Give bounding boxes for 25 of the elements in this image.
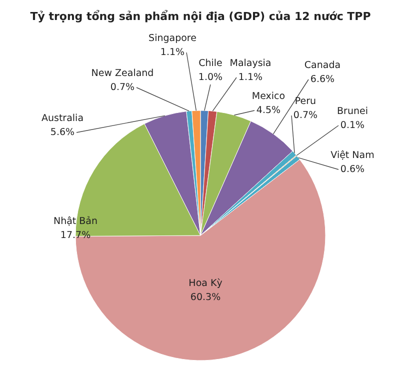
slice-label: Peru [294, 96, 316, 107]
slice-label: Australia [41, 113, 84, 124]
slice-label: Nhật Bản [53, 216, 98, 227]
data-label: 17.7% [60, 230, 91, 241]
slice-label: Brunei [337, 106, 368, 117]
slice-label: Việt Nam [330, 150, 374, 161]
data-label: 0.7% [110, 82, 135, 93]
data-label: 4.5% [256, 105, 281, 116]
chart-title: Tỷ trọng tổng sản phẩm nội địa (GDP) của 12 nước TPP [30, 9, 371, 23]
data-label: 1.1% [160, 47, 185, 58]
data-label: 0.1% [340, 120, 365, 131]
data-label: 6.6% [310, 74, 335, 85]
slice-label: Canada [304, 60, 341, 71]
data-label: 0.7% [293, 110, 318, 121]
slice-label: Singapore [148, 33, 197, 44]
data-label: 1.0% [198, 72, 223, 83]
data-label: 0.6% [340, 164, 365, 175]
slice-label: Mexico [252, 91, 286, 102]
data-label: 5.6% [50, 127, 75, 138]
slice-label: Malaysia [230, 58, 272, 69]
data-label: 1.1% [238, 72, 263, 83]
slice-label: Hoa Kỳ [188, 278, 223, 289]
slice-label: Chile [198, 58, 223, 69]
data-label: 60.3% [190, 292, 221, 303]
slice-label: New Zealand [91, 68, 154, 79]
